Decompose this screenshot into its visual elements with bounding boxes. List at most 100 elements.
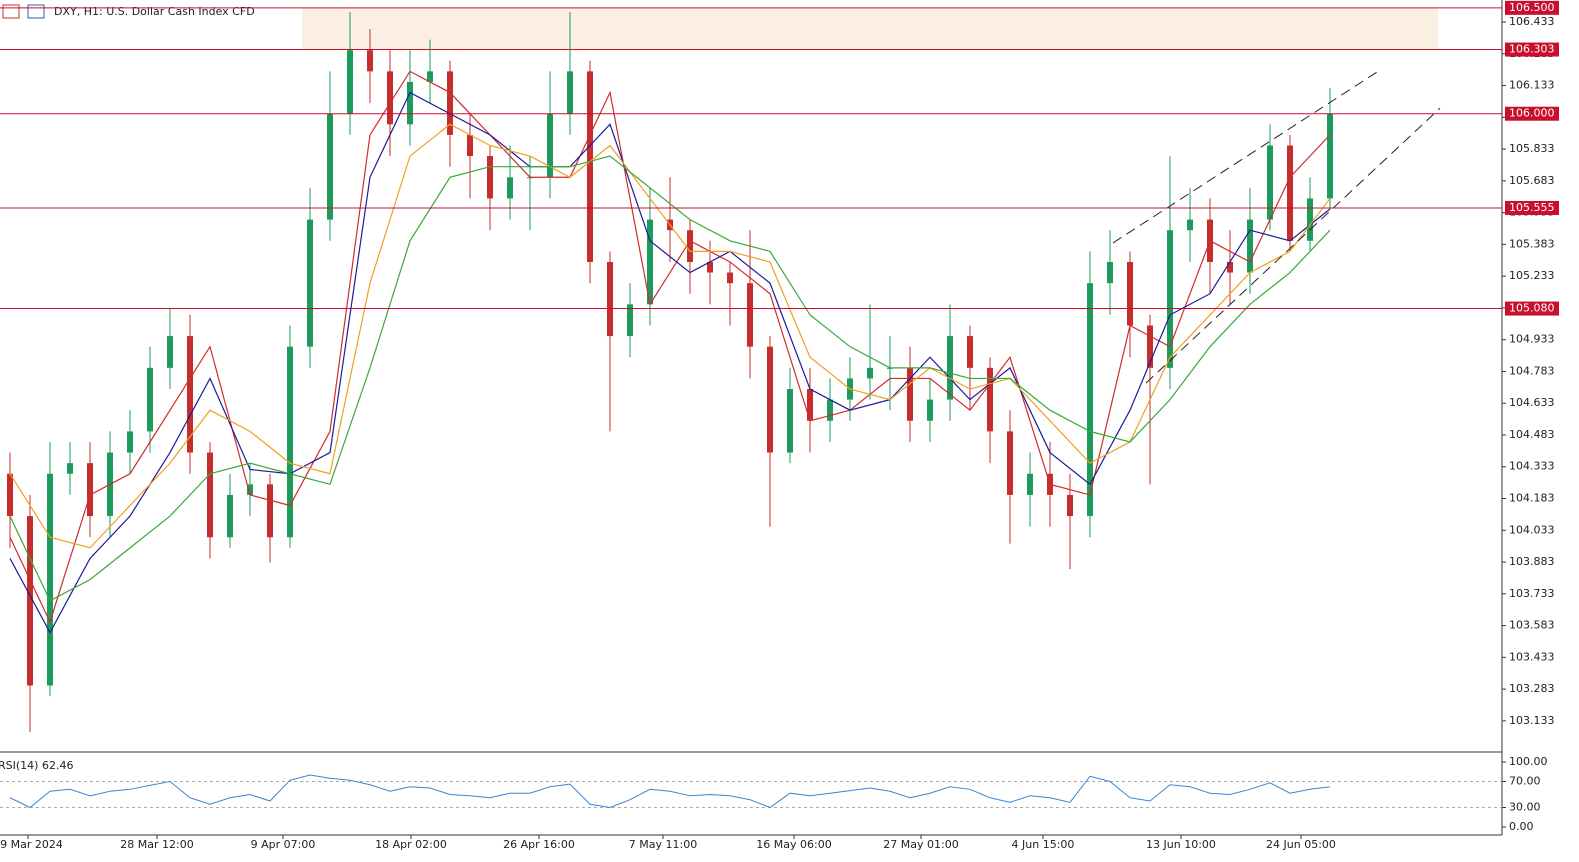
x-tick-label: 13 Jun 10:00: [1146, 838, 1216, 851]
level-label: 106.000: [1509, 107, 1555, 120]
candle-body: [987, 367, 993, 432]
y-tick-label: 104.633: [1509, 396, 1555, 409]
icon: [2, 4, 20, 19]
candle-body: [1187, 219, 1193, 231]
candle-body: [867, 367, 873, 379]
candle-body: [727, 272, 733, 284]
candle-body: [767, 346, 773, 453]
x-tick-label: 18 Apr 02:00: [375, 838, 447, 851]
candle-body: [927, 399, 933, 421]
candle-body: [547, 113, 553, 178]
candle-body: [387, 71, 393, 125]
candle-body: [1287, 145, 1293, 241]
y-tick-label: 104.333: [1509, 460, 1555, 473]
x-tick-label: 7 May 11:00: [629, 838, 697, 851]
candle-body: [327, 113, 333, 220]
level-label-box: [1505, 200, 1559, 215]
x-tick-label: 24 Jun 05:00: [1266, 838, 1336, 851]
x-tick-label: 4 Jun 15:00: [1012, 838, 1075, 851]
rsi-y-tick-label: 70.00: [1509, 775, 1541, 788]
candle-body: [147, 367, 153, 432]
candle-body: [647, 219, 653, 305]
candle-body: [427, 71, 433, 82]
candle-body: [687, 230, 693, 262]
x-tick-label: 27 May 01:00: [883, 838, 958, 851]
candle-body: [287, 346, 293, 538]
level-label-box: [1505, 0, 1559, 15]
candle-body: [1247, 219, 1253, 273]
rsi-y-tick-label: 100.00: [1509, 755, 1548, 768]
candle-body: [67, 463, 73, 474]
moving-average: [9, 91, 1331, 634]
rsi-title: RSI(14) 62.46: [0, 759, 73, 772]
moving-average: [9, 123, 1331, 549]
y-tick-label: 104.033: [1509, 523, 1555, 536]
candle-body: [807, 389, 813, 421]
candle-body: [87, 463, 93, 517]
candle-body: [747, 283, 753, 347]
rsi-line: [9, 774, 1331, 809]
candle-body: [127, 431, 133, 453]
y-tick-label: 103.883: [1509, 555, 1555, 568]
y-tick-label: 103.583: [1509, 619, 1555, 632]
candle-body: [1007, 431, 1013, 495]
x-tick-label: 26 Apr 16:00: [503, 838, 575, 851]
icon: [27, 4, 45, 19]
candle-body: [367, 50, 373, 72]
level-label-box: [1505, 106, 1559, 121]
candle-body: [187, 336, 193, 453]
candle-body: [1227, 261, 1233, 273]
rsi-y-tick-label: 0.00: [1509, 820, 1534, 833]
header-icons: [2, 4, 45, 19]
candle-body: [27, 516, 33, 686]
candle-body: [407, 81, 413, 125]
rsi-y-tick-label: 30.00: [1509, 801, 1541, 814]
candle-body: [1067, 494, 1073, 517]
candle-body: [967, 336, 973, 368]
y-tick-label: 106.433: [1509, 15, 1555, 28]
candle-body: [1167, 230, 1173, 368]
y-tick-label: 104.483: [1509, 428, 1555, 441]
candle-body: [907, 367, 913, 421]
trend-line: [1112, 69, 1381, 244]
y-tick-label: 104.783: [1509, 364, 1555, 377]
candle-body: [567, 71, 573, 114]
candle-body: [1107, 261, 1113, 284]
y-tick-label: 103.283: [1509, 682, 1555, 695]
moving-average: [9, 155, 1331, 602]
candle-body: [507, 177, 513, 199]
level-label-box: [1505, 42, 1559, 57]
x-tick-label: 9 Apr 07:00: [251, 838, 316, 851]
level-label-box: [1505, 301, 1559, 316]
y-tick-label: 105.383: [1509, 237, 1555, 250]
candle-body: [267, 484, 273, 538]
candle-body: [607, 261, 613, 337]
y-tick-label: 104.933: [1509, 333, 1555, 346]
candle-body: [227, 494, 233, 538]
chart-title: DXY, H1: U.S. Dollar Cash Index CFD: [54, 5, 255, 18]
level-label: 105.080: [1509, 302, 1555, 315]
candle-body: [247, 484, 253, 495]
candle-body: [347, 50, 353, 114]
candle-body: [487, 156, 493, 199]
candle-body: [1267, 145, 1273, 220]
candle-body: [7, 473, 13, 517]
y-tick-label: 103.433: [1509, 650, 1555, 663]
candle-body: [1027, 473, 1033, 495]
candle-body: [207, 452, 213, 538]
candle-body: [947, 336, 953, 400]
y-tick-label: 103.733: [1509, 587, 1555, 600]
level-label: 106.500: [1509, 1, 1555, 14]
candle-body: [1127, 261, 1133, 326]
candle-body: [707, 261, 713, 273]
level-label: 105.555: [1509, 201, 1555, 214]
x-tick-label: 28 Mar 12:00: [120, 838, 193, 851]
candle-body: [827, 399, 833, 421]
candle-body: [587, 71, 593, 262]
candle-body: [1087, 283, 1093, 517]
y-tick-label: 106.133: [1509, 79, 1555, 92]
y-tick-label: 104.183: [1509, 492, 1555, 505]
candle-body: [1147, 325, 1153, 368]
